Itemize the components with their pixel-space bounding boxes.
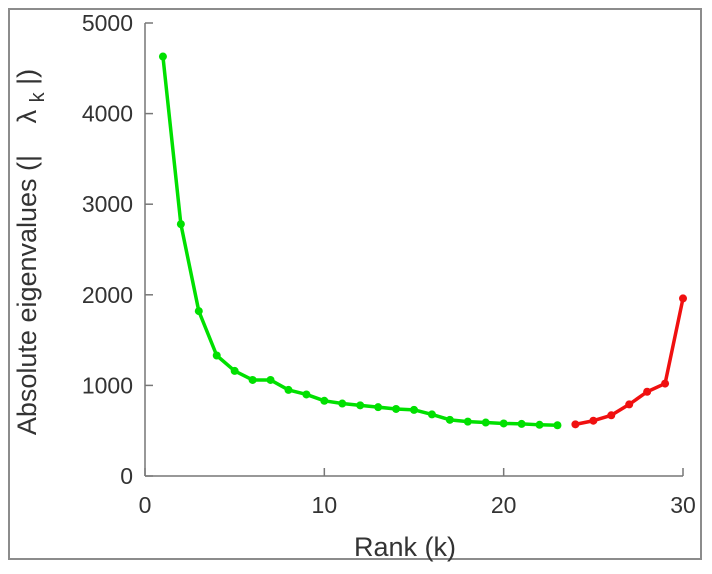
y-tick-label: 4000 (82, 101, 133, 127)
data-point (679, 294, 687, 303)
data-point (410, 405, 418, 414)
series-1 (571, 294, 687, 429)
axes (144, 23, 683, 477)
data-point (463, 417, 472, 426)
y-tick-label: 5000 (82, 10, 133, 36)
y-axis-label: Absolute eigenvalues (| λ k |) (12, 69, 50, 435)
data-point (212, 351, 221, 360)
data-point (248, 375, 257, 384)
data-point (625, 400, 634, 409)
x-tick-label: 30 (670, 492, 696, 518)
y-axis-label-lambda: λ (12, 109, 42, 123)
data-point (176, 220, 185, 229)
data-point (338, 399, 347, 408)
data-point (481, 418, 490, 427)
data-point (643, 387, 652, 396)
data-point (553, 421, 562, 430)
data-point (607, 411, 616, 420)
data-point (266, 375, 275, 384)
y-tick-label: 2000 (82, 282, 133, 308)
y-tick-label: 3000 (82, 191, 133, 217)
data-point (589, 416, 598, 425)
y-tick-label: 0 (120, 463, 133, 489)
data-point (427, 410, 436, 419)
y-tick-label: 1000 (82, 372, 133, 398)
data-point (356, 401, 365, 410)
data-point (374, 403, 383, 412)
data-point (445, 415, 454, 424)
x-tick-label: 0 (139, 492, 152, 518)
data-point (571, 420, 580, 429)
data-point (661, 379, 670, 388)
data-point (284, 385, 293, 394)
data-point (517, 419, 526, 428)
x-tick-label: 10 (312, 492, 338, 518)
series-layer (158, 52, 687, 430)
chart-frame (8, 8, 702, 560)
data-point (194, 307, 203, 316)
x-axis-label: Rank (k) (354, 532, 456, 562)
tick-marks (144, 22, 684, 477)
tick-labels: 0 10 20 30 0 1000 2000 3000 4000 5000 (82, 10, 696, 518)
data-point (158, 52, 167, 61)
y-axis-label-prefix: Absolute eigenvalues (| (12, 155, 42, 435)
y-axis-label-subscript: k (27, 91, 49, 102)
series-0 (158, 52, 562, 430)
data-point (499, 419, 508, 428)
data-point (535, 420, 544, 429)
x-tick-label: 20 (491, 492, 517, 518)
data-point (302, 390, 311, 399)
data-point (392, 404, 401, 413)
y-axis-label-suffix: |) (12, 69, 42, 85)
data-point (320, 396, 329, 405)
data-point (230, 366, 239, 375)
series-line (161, 56, 558, 428)
